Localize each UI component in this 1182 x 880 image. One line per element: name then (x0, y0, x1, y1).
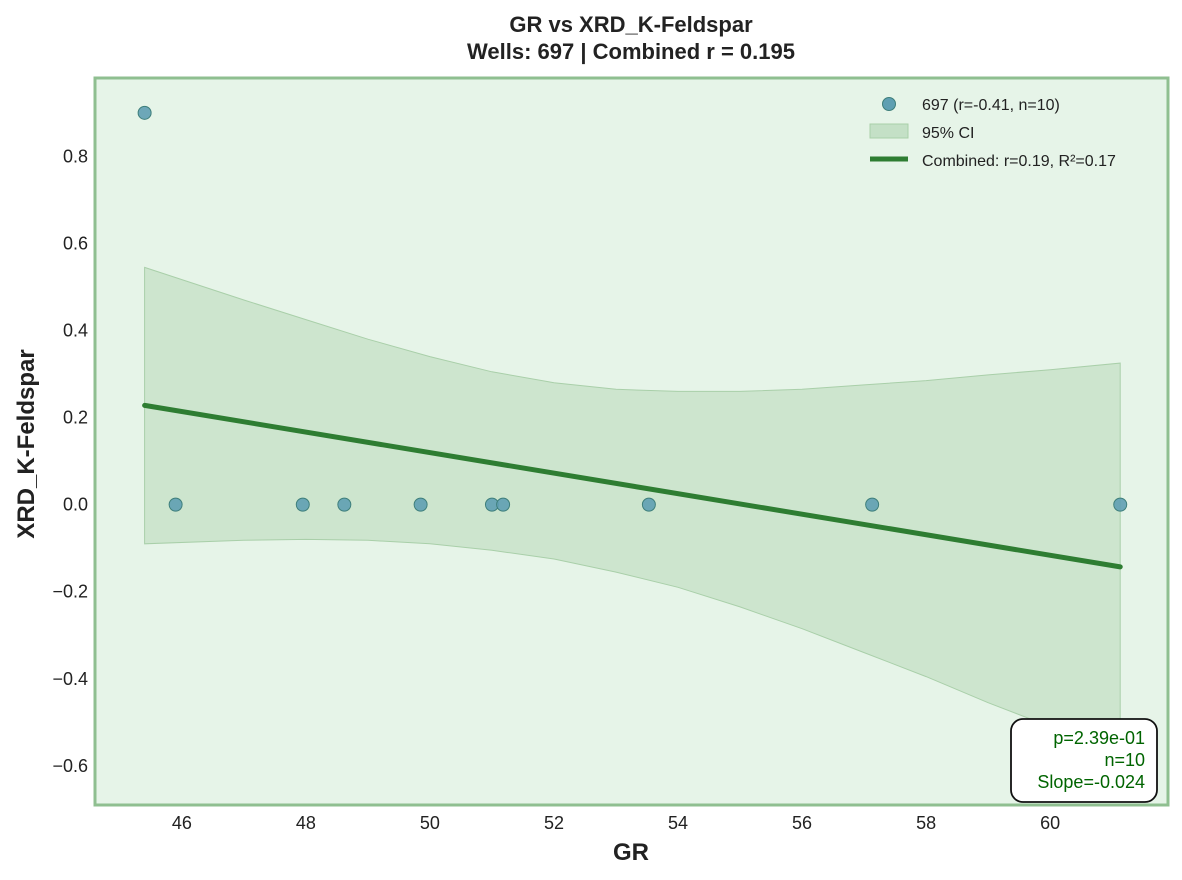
stats-box: p=2.39e-01 n=10 Slope=-0.024 (1010, 718, 1158, 803)
regression-line (142, 402, 1123, 570)
y-tick-label: −0.6 (52, 756, 88, 776)
plot-frame (93, 76, 1170, 807)
data-points-layer (137, 105, 1128, 512)
chart-title: GR vs XRD_K-Feldspar (509, 12, 753, 37)
x-tick-label: 54 (668, 813, 688, 833)
fit-line-layer (142, 402, 1123, 570)
y-tick-label: −0.4 (52, 669, 88, 689)
y-tick-label: 0.8 (63, 146, 88, 166)
y-tick-label: 0.2 (63, 408, 88, 428)
data-point (168, 497, 183, 512)
x-axis-ticks: 46 48 50 52 54 56 58 60 (172, 813, 1060, 833)
x-tick-label: 46 (172, 813, 192, 833)
stats-slope: Slope=-0.024 (1037, 772, 1145, 792)
y-tick-label: −0.2 (52, 582, 88, 602)
x-tick-label: 48 (296, 813, 316, 833)
chart-subtitle: Wells: 697 | Combined r = 0.195 (467, 39, 795, 64)
x-tick-label: 50 (420, 813, 440, 833)
y-axis-label: XRD_K-Feldspar (13, 349, 40, 538)
data-point (295, 497, 310, 512)
data-point (1113, 497, 1128, 512)
legend-marker-points (882, 97, 896, 111)
x-axis-label: GR (613, 839, 649, 866)
data-point (865, 497, 880, 512)
stats-p-value: p=2.39e-01 (1053, 728, 1145, 748)
y-tick-label: 0.6 (63, 233, 88, 253)
legend-marker-ci (869, 123, 909, 139)
x-tick-label: 58 (916, 813, 936, 833)
data-point (337, 497, 352, 512)
legend-label-fit: Combined: r=0.19, R²=0.17 (922, 153, 1116, 170)
legend-label-ci: 95% CI (922, 125, 974, 142)
legend: 697 (r=-0.41, n=10) 95% CI Combined: r=0… (869, 97, 1116, 170)
x-tick-label: 52 (544, 813, 564, 833)
data-point (137, 105, 152, 120)
data-point (496, 497, 511, 512)
y-tick-label: 0.4 (63, 320, 88, 340)
x-tick-label: 60 (1040, 813, 1060, 833)
data-point (413, 497, 428, 512)
data-point (641, 497, 656, 512)
stats-n: n=10 (1104, 750, 1145, 770)
legend-label-series: 697 (r=-0.41, n=10) (922, 97, 1060, 114)
y-axis-ticks: −0.6 −0.4 −0.2 0.0 0.2 0.4 0.6 0.8 (52, 146, 88, 775)
x-tick-label: 56 (792, 813, 812, 833)
y-tick-label: 0.0 (63, 495, 88, 515)
